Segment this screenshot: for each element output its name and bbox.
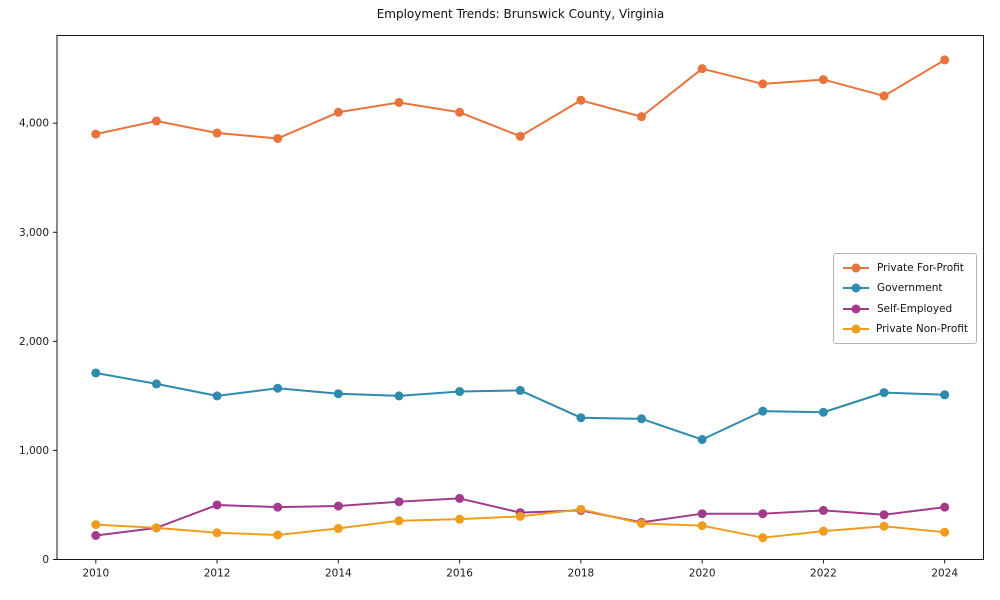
- series-line-private-for-profit: [94, 58, 946, 140]
- x-tick-label: 2022: [810, 568, 837, 580]
- data-point-private-for-profit: [455, 107, 465, 117]
- data-point-private-non-profit: [151, 523, 161, 533]
- data-point-private-for-profit: [333, 107, 343, 117]
- legend-label: Government: [877, 282, 943, 295]
- data-point-private-for-profit: [394, 97, 404, 107]
- data-point-private-non-profit: [333, 523, 343, 533]
- data-point-government: [940, 390, 950, 400]
- data-point-private-non-profit: [697, 521, 707, 531]
- data-point-government: [818, 407, 828, 417]
- y-tick-label: 3,000: [19, 227, 49, 239]
- data-point-self-employed: [333, 501, 343, 511]
- data-point-government: [455, 387, 465, 397]
- data-point-private-non-profit: [940, 527, 950, 537]
- data-point-private-for-profit: [91, 129, 101, 139]
- legend-item-private-for-profit: Private For-Profit: [842, 258, 968, 278]
- data-point-self-employed: [455, 493, 465, 503]
- data-point-private-non-profit: [818, 526, 828, 536]
- data-point-private-for-profit: [576, 95, 586, 105]
- y-tick-label: 4,000: [19, 118, 49, 130]
- data-point-government: [879, 388, 889, 398]
- legend: Private For-Profit Government Self-Employe…: [833, 253, 977, 344]
- legend-dot: [851, 283, 861, 293]
- legend-label: Self-Employed: [877, 302, 953, 315]
- x-tick-label: 2018: [568, 568, 595, 580]
- data-point-self-employed: [940, 502, 950, 512]
- data-point-private-non-profit: [91, 520, 101, 530]
- x-tick-label: 2010: [82, 568, 109, 580]
- axes-frame: [56, 35, 984, 560]
- legend-marker-icon: [843, 283, 869, 293]
- data-point-private-for-profit: [151, 116, 161, 126]
- data-point-self-employed: [273, 502, 283, 512]
- y-tick-label: 2,000: [19, 336, 49, 348]
- data-point-self-employed: [91, 531, 101, 541]
- x-tick-label: 2014: [325, 568, 352, 580]
- data-point-self-employed: [394, 497, 404, 507]
- data-point-government: [576, 413, 586, 423]
- data-point-private-non-profit: [455, 514, 465, 524]
- data-point-government: [394, 391, 404, 401]
- legend-dot: [851, 324, 861, 334]
- data-point-government: [758, 406, 768, 416]
- data-point-private-non-profit: [637, 519, 647, 529]
- data-point-private-non-profit: [273, 530, 283, 540]
- legend-dot: [851, 263, 861, 273]
- data-point-self-employed: [697, 509, 707, 519]
- legend-marker-icon: [843, 324, 869, 334]
- legend-item-self-employed: Self-Employed: [842, 299, 968, 319]
- legend-label: Private For-Profit: [877, 262, 964, 275]
- data-point-private-non-profit: [576, 504, 586, 514]
- legend-label: Private Non-Profit: [875, 322, 968, 335]
- legend-marker-icon: [843, 263, 869, 273]
- y-tick-label: 1,000: [19, 445, 49, 457]
- data-point-private-for-profit: [515, 131, 525, 141]
- data-point-private-for-profit: [940, 55, 950, 65]
- data-point-private-non-profit: [394, 516, 404, 526]
- data-point-self-employed: [879, 510, 889, 520]
- data-point-private-for-profit: [697, 64, 707, 74]
- legend-marker-icon: [843, 304, 869, 314]
- data-point-self-employed: [758, 509, 768, 519]
- data-point-government: [273, 383, 283, 393]
- data-point-private-non-profit: [212, 528, 222, 538]
- legend-dot: [851, 304, 861, 314]
- data-point-private-for-profit: [273, 133, 283, 143]
- data-point-government: [151, 379, 161, 389]
- legend-item-government: Government: [842, 278, 968, 298]
- data-point-private-for-profit: [637, 112, 647, 122]
- series-line-government: [94, 371, 946, 441]
- data-point-government: [697, 435, 707, 445]
- x-tick-label: 2024: [931, 568, 958, 580]
- data-point-government: [333, 389, 343, 399]
- data-point-private-for-profit: [758, 79, 768, 89]
- data-point-government: [212, 391, 222, 401]
- data-point-private-non-profit: [879, 521, 889, 531]
- data-point-private-non-profit: [515, 511, 525, 521]
- x-tick-label: 2012: [204, 568, 231, 580]
- legend-item-private-non-profit: Private Non-Profit: [842, 319, 968, 339]
- data-point-government: [637, 414, 647, 424]
- x-tick-label: 2020: [689, 568, 716, 580]
- data-point-self-employed: [818, 505, 828, 515]
- x-tick-label: 2016: [446, 568, 473, 580]
- y-tick-label: 0: [42, 554, 49, 566]
- data-point-private-for-profit: [818, 75, 828, 85]
- data-point-self-employed: [212, 500, 222, 510]
- data-point-government: [515, 385, 525, 395]
- data-point-private-for-profit: [212, 128, 222, 138]
- data-point-private-for-profit: [879, 91, 889, 101]
- chart-title: Employment Trends: Brunswick County, Vir…: [376, 7, 665, 21]
- data-point-private-non-profit: [758, 533, 768, 543]
- data-point-government: [91, 368, 101, 378]
